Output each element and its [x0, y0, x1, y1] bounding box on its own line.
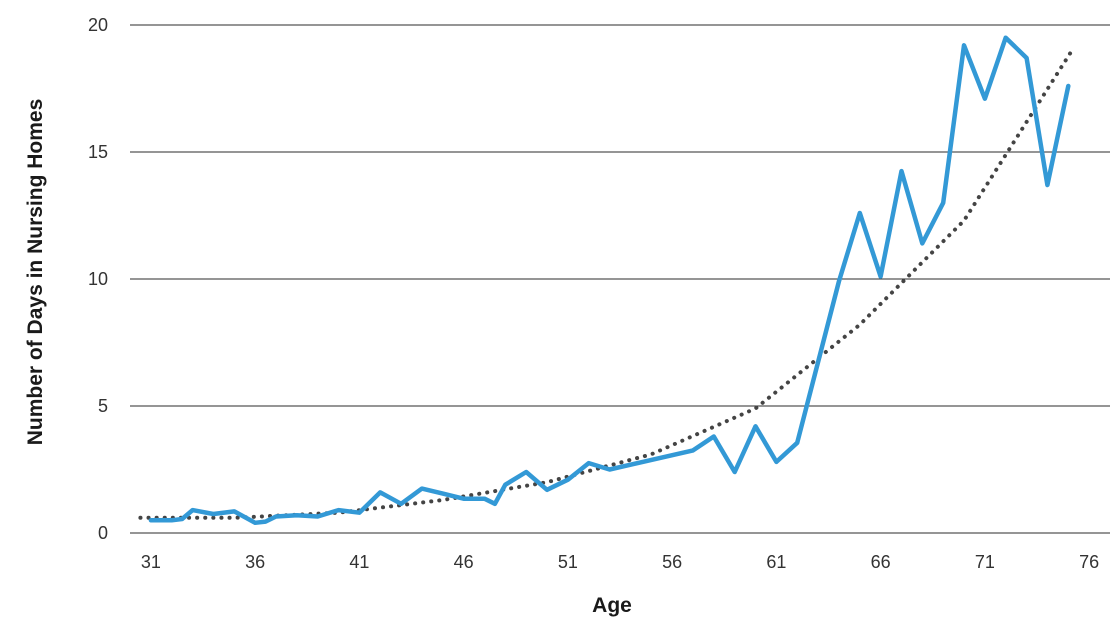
x-tick-label: 46 — [454, 552, 474, 572]
trendline-series — [138, 50, 1073, 520]
y-tick-label: 0 — [98, 523, 108, 543]
y-tick-label: 5 — [98, 396, 108, 416]
y-tick-label: 10 — [88, 269, 108, 289]
y-axis-title: Number of Days in Nursing Homes — [24, 99, 47, 446]
y-tick-labels: 0 5 10 15 20 — [88, 15, 108, 543]
grid-lines — [130, 24, 1110, 534]
y-tick-label: 20 — [88, 15, 108, 35]
x-tick-label: 61 — [766, 552, 786, 572]
x-tick-label: 66 — [871, 552, 891, 572]
x-tick-label: 56 — [662, 552, 682, 572]
data-series-line — [148, 35, 1071, 526]
x-axis-title: Age — [592, 594, 632, 617]
y-tick-label: 15 — [88, 142, 108, 162]
series-group — [138, 35, 1073, 526]
x-tick-label: 36 — [245, 552, 265, 572]
x-tick-label: 31 — [141, 552, 161, 572]
x-tick-label: 41 — [349, 552, 369, 572]
x-tick-label: 51 — [558, 552, 578, 572]
x-tick-label: 71 — [975, 552, 995, 572]
x-tick-label: 76 — [1079, 552, 1099, 572]
x-tick-labels: 31 36 41 46 51 56 61 66 71 76 — [141, 552, 1099, 572]
